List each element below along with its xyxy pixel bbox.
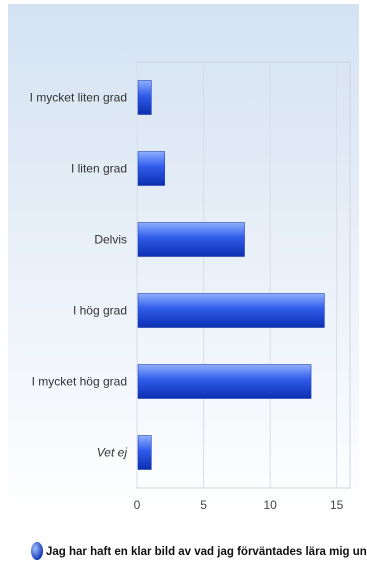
x-tick-label: 10 bbox=[263, 498, 277, 512]
x-tick-label: 0 bbox=[134, 498, 141, 512]
bar bbox=[137, 151, 165, 186]
grid-lines bbox=[136, 62, 338, 488]
legend-label: Jag har haft en klar bild av vad jag för… bbox=[46, 546, 367, 558]
category-label: I mycket hög grad bbox=[32, 375, 127, 389]
chart-background bbox=[8, 4, 359, 520]
x-axis-ticks: 0 5 10 15 bbox=[134, 498, 344, 512]
bar bbox=[137, 293, 325, 328]
category-labels: I mycket liten grad I liten grad Delvis I h… bbox=[30, 91, 128, 460]
bars bbox=[137, 80, 325, 470]
bar bbox=[137, 222, 245, 257]
legend-marker bbox=[31, 542, 43, 560]
category-label: I hög grad bbox=[73, 304, 127, 318]
legend: Jag har haft en klar bild av vad jag för… bbox=[31, 542, 367, 560]
category-label: I liten grad bbox=[71, 162, 127, 176]
bar bbox=[137, 364, 312, 399]
category-label: Delvis bbox=[94, 233, 127, 247]
bar bbox=[137, 435, 152, 470]
category-label: I mycket liten grad bbox=[30, 91, 127, 105]
bar bbox=[137, 80, 152, 115]
category-label: Vet ej bbox=[97, 446, 128, 460]
x-tick-label: 15 bbox=[330, 498, 344, 512]
x-tick-label: 5 bbox=[200, 498, 207, 512]
